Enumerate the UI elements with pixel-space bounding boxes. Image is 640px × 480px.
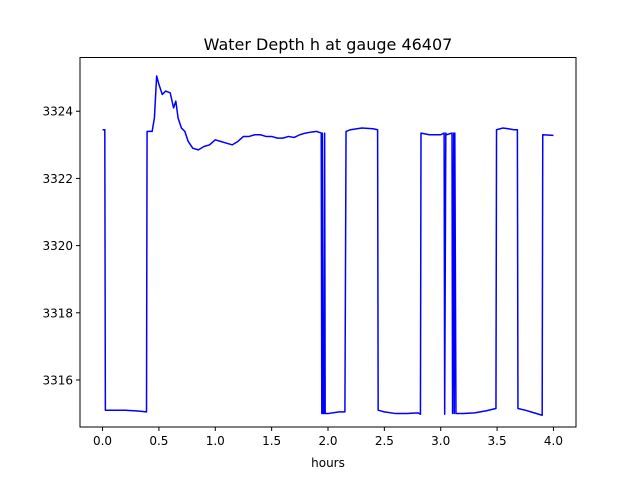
chart-title: Water Depth h at gauge 46407	[204, 35, 453, 54]
y-tick-label: 3316	[42, 373, 73, 387]
x-tick-label: 4.0	[544, 434, 563, 448]
x-tick-label: 2.5	[375, 434, 394, 448]
x-tick-label: 1.5	[262, 434, 281, 448]
x-axis: 0.0 0.5 1.0 1.5 2.0 2.5 3.0 3.5 4.0	[93, 427, 563, 448]
y-tick-label: 3320	[42, 239, 73, 253]
plot-area	[102, 75, 554, 416]
x-tick-label: 3.0	[431, 434, 450, 448]
y-axis: 3316 3318 3320 3322 3324	[42, 105, 80, 387]
x-tick-label: 0.5	[149, 434, 168, 448]
x-axis-label: hours	[311, 456, 345, 470]
y-tick-label: 3322	[42, 172, 73, 186]
x-tick-label: 0.0	[93, 434, 112, 448]
x-tick-label: 1.0	[206, 434, 225, 448]
y-tick-label: 3318	[42, 306, 73, 320]
x-tick-label: 2.0	[318, 434, 337, 448]
y-tick-label: 3324	[42, 105, 73, 119]
series-line-0	[102, 75, 554, 416]
x-tick-label: 3.5	[488, 434, 507, 448]
